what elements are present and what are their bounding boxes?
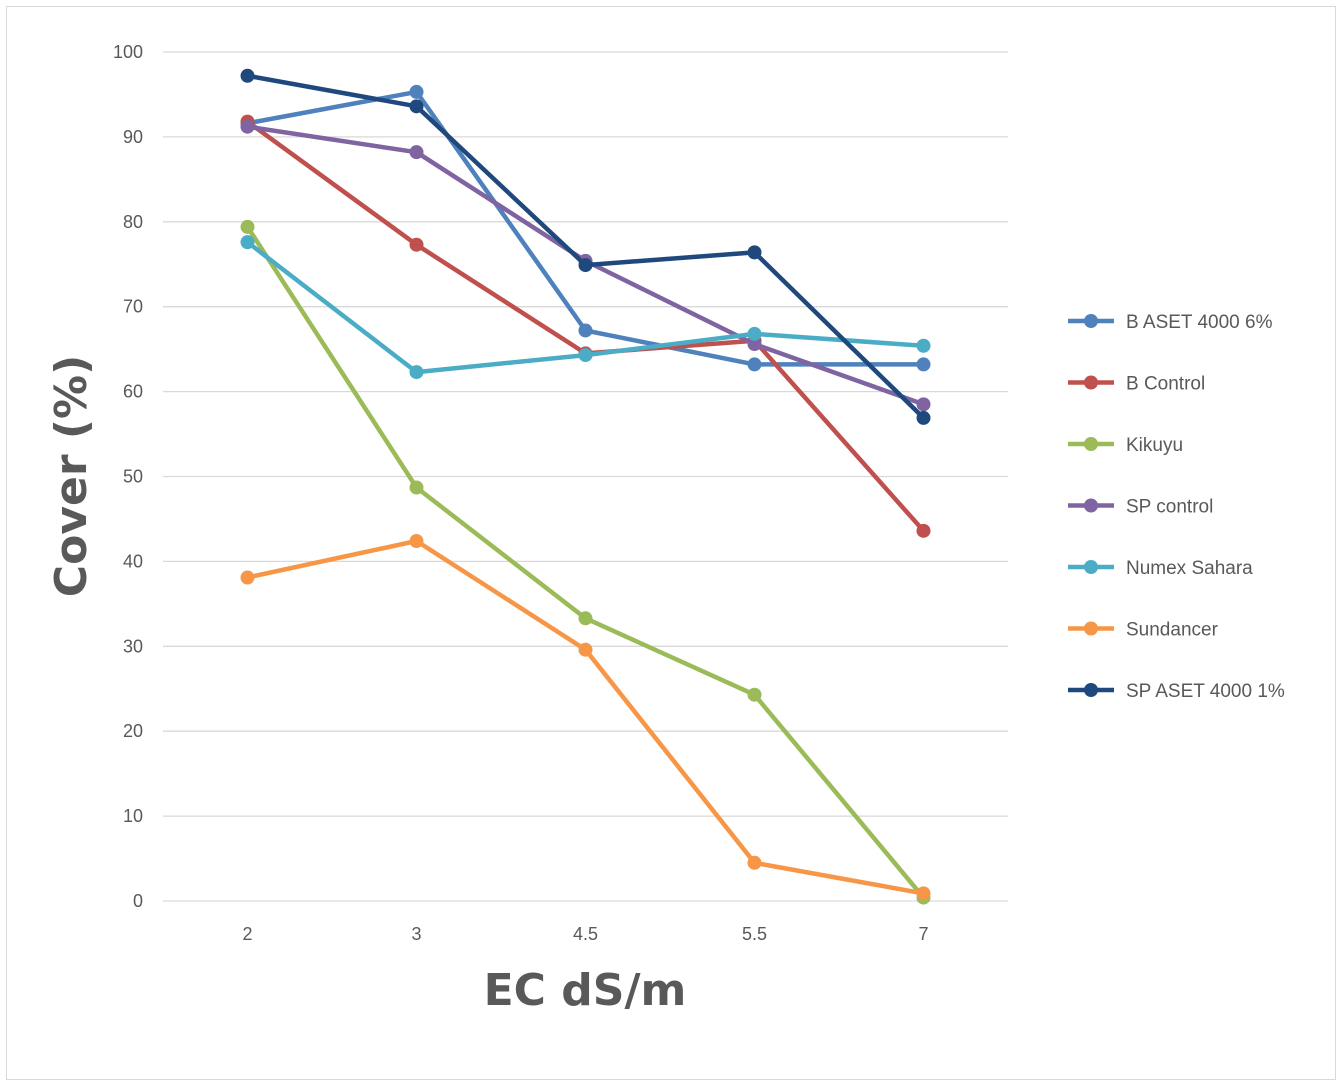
legend-item: Sundancer <box>1068 620 1219 641</box>
legend-label: SP ASET 4000 1% <box>1126 681 1285 702</box>
legend-swatch-marker <box>1084 683 1098 697</box>
x-tick-label: 7 <box>918 924 928 944</box>
data-point <box>747 357 762 372</box>
legend-swatch-marker <box>1084 437 1098 451</box>
data-point <box>916 338 931 353</box>
data-point <box>747 245 762 260</box>
data-point <box>409 145 424 160</box>
legend-label: Kikuyu <box>1126 435 1183 456</box>
legend-label: SP control <box>1126 497 1213 518</box>
legend-swatch-marker <box>1084 314 1098 328</box>
y-tick-label: 80 <box>123 212 143 232</box>
series-6 <box>240 68 931 425</box>
legend-item: SP ASET 4000 1% <box>1068 681 1285 702</box>
data-point <box>916 357 931 372</box>
legend-label: B Control <box>1126 374 1205 395</box>
legend-item: SP control <box>1068 497 1213 518</box>
y-tick-label: 50 <box>123 467 143 487</box>
y-tick-label: 40 <box>123 551 143 571</box>
data-point <box>409 84 424 99</box>
y-tick-label: 0 <box>133 891 143 911</box>
data-point <box>409 99 424 114</box>
legend-swatch-marker <box>1084 621 1098 636</box>
data-point <box>578 611 593 626</box>
data-point <box>747 687 762 702</box>
series-4 <box>240 235 931 380</box>
data-point <box>916 886 931 901</box>
legend-item: Numex Sahara <box>1068 558 1253 579</box>
data-point <box>747 337 762 352</box>
data-point <box>240 119 255 134</box>
data-point <box>916 410 931 425</box>
y-axis-tick-labels: 0 10 20 30 40 50 60 70 80 90 100 <box>113 42 143 911</box>
legend-label: Numex Sahara <box>1126 558 1253 579</box>
series-5 <box>240 534 931 901</box>
data-point <box>747 326 762 341</box>
series-2 <box>240 219 931 905</box>
y-tick-label: 10 <box>123 806 143 826</box>
x-axis-tick-labels: 2 3 4.5 5.5 7 <box>242 924 928 944</box>
series-line <box>245 538 926 896</box>
legend: B ASET 4000 6% B Control Kikuyu SP control N… <box>1068 312 1285 702</box>
data-point <box>578 642 593 657</box>
x-tick-label: 4.5 <box>573 924 598 944</box>
gridlines <box>163 51 1008 902</box>
data-point <box>916 523 931 538</box>
legend-label: B ASET 4000 6% <box>1126 312 1273 333</box>
y-tick-label: 20 <box>123 721 143 741</box>
data-point <box>409 534 424 549</box>
x-tick-label: 5.5 <box>742 924 767 944</box>
legend-label: Sundancer <box>1126 620 1219 641</box>
y-axis-title: Cover (%) <box>46 355 97 597</box>
legend-item: Kikuyu <box>1068 435 1183 456</box>
data-point <box>916 397 931 412</box>
series-0 <box>240 84 931 372</box>
data-point <box>409 480 424 495</box>
legend-swatch-marker <box>1084 375 1098 390</box>
x-tick-label: 2 <box>242 924 252 944</box>
x-tick-label: 3 <box>411 924 421 944</box>
data-point <box>409 237 424 252</box>
series-lines <box>240 68 931 905</box>
data-point <box>240 68 255 83</box>
data-point <box>409 365 424 380</box>
data-point <box>240 219 255 234</box>
data-point <box>578 258 593 273</box>
legend-item: B Control <box>1068 374 1205 395</box>
data-point <box>578 348 593 363</box>
y-tick-label: 60 <box>123 382 143 402</box>
legend-swatch-marker <box>1084 498 1098 513</box>
y-tick-label: 70 <box>123 297 143 317</box>
y-tick-label: 30 <box>123 636 143 656</box>
data-point <box>747 855 762 870</box>
legend-swatch-marker <box>1084 560 1098 574</box>
data-point <box>578 323 593 338</box>
data-point <box>240 570 255 585</box>
y-tick-label: 90 <box>123 127 143 147</box>
legend-item: B ASET 4000 6% <box>1068 312 1273 333</box>
x-axis-title: EC dS/m <box>484 965 687 1016</box>
y-tick-label: 100 <box>113 42 143 62</box>
data-point <box>240 235 255 250</box>
